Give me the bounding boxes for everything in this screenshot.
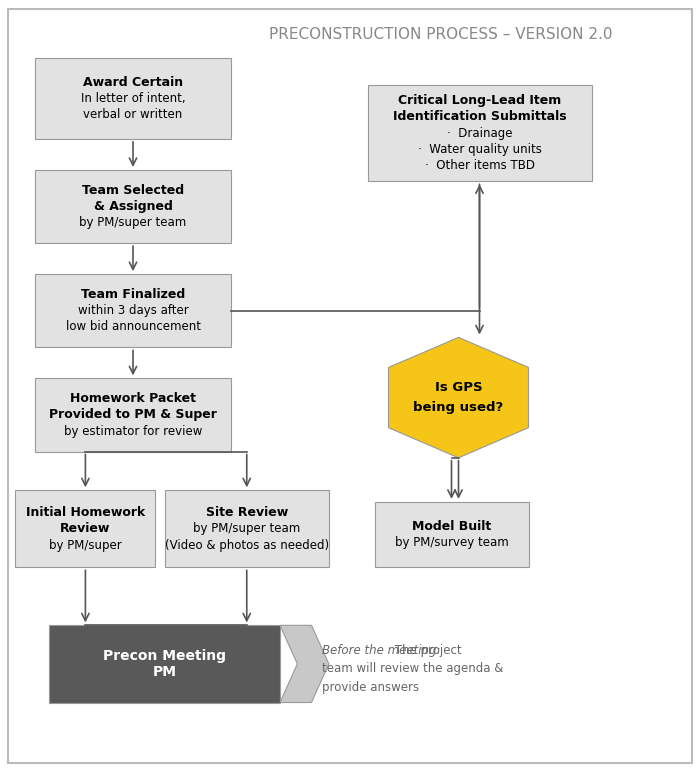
FancyBboxPatch shape — [35, 170, 231, 243]
Text: (Video & photos as needed): (Video & photos as needed) — [164, 539, 329, 551]
Text: Award Certain: Award Certain — [83, 76, 183, 89]
Text: Review: Review — [60, 523, 111, 535]
Text: PRECONSTRUCTION PROCESS – VERSION 2.0: PRECONSTRUCTION PROCESS – VERSION 2.0 — [270, 27, 612, 42]
FancyBboxPatch shape — [15, 490, 155, 567]
Text: provide answers: provide answers — [322, 681, 419, 693]
Text: Initial Homework: Initial Homework — [26, 506, 145, 519]
Text: Site Review: Site Review — [206, 506, 288, 519]
Text: Precon Meeting: Precon Meeting — [103, 648, 226, 663]
Text: Team Selected: Team Selected — [82, 184, 184, 197]
FancyBboxPatch shape — [35, 58, 231, 139]
Text: The project: The project — [391, 644, 461, 656]
Text: low bid announcement: low bid announcement — [66, 320, 200, 334]
Text: verbal or written: verbal or written — [83, 108, 183, 121]
FancyBboxPatch shape — [368, 85, 592, 181]
Text: by PM/super team: by PM/super team — [193, 523, 300, 535]
Text: ·  Water quality units: · Water quality units — [418, 143, 541, 156]
Text: Homework Packet: Homework Packet — [70, 392, 196, 405]
Text: by estimator for review: by estimator for review — [64, 425, 202, 438]
Text: In letter of intent,: In letter of intent, — [80, 92, 186, 105]
Text: & Assigned: & Assigned — [94, 200, 172, 213]
Text: PM: PM — [153, 665, 176, 679]
FancyBboxPatch shape — [164, 490, 329, 567]
Text: by PM/super team: by PM/super team — [79, 216, 187, 229]
Text: Is GPS: Is GPS — [435, 381, 482, 394]
FancyBboxPatch shape — [49, 625, 280, 703]
Text: Identification Submittals: Identification Submittals — [393, 110, 566, 124]
FancyBboxPatch shape — [35, 378, 231, 452]
Text: ·  Drainage: · Drainage — [447, 127, 512, 140]
Text: by PM/survey team: by PM/survey team — [395, 537, 508, 549]
Polygon shape — [280, 625, 329, 703]
FancyBboxPatch shape — [35, 274, 231, 347]
FancyBboxPatch shape — [374, 502, 528, 567]
Text: Provided to PM & Super: Provided to PM & Super — [49, 408, 217, 422]
Text: Model Built: Model Built — [412, 520, 491, 533]
Text: Before the meeting:: Before the meeting: — [322, 644, 440, 656]
Polygon shape — [389, 337, 528, 458]
Text: team will review the agenda &: team will review the agenda & — [322, 662, 503, 675]
Text: ·  Other items TBD: · Other items TBD — [424, 159, 535, 172]
Text: Critical Long-Lead Item: Critical Long-Lead Item — [398, 94, 561, 107]
Text: by PM/super: by PM/super — [49, 539, 122, 551]
Text: being used?: being used? — [414, 401, 503, 414]
Text: Team Finalized: Team Finalized — [81, 288, 185, 301]
Text: within 3 days after: within 3 days after — [78, 304, 188, 317]
